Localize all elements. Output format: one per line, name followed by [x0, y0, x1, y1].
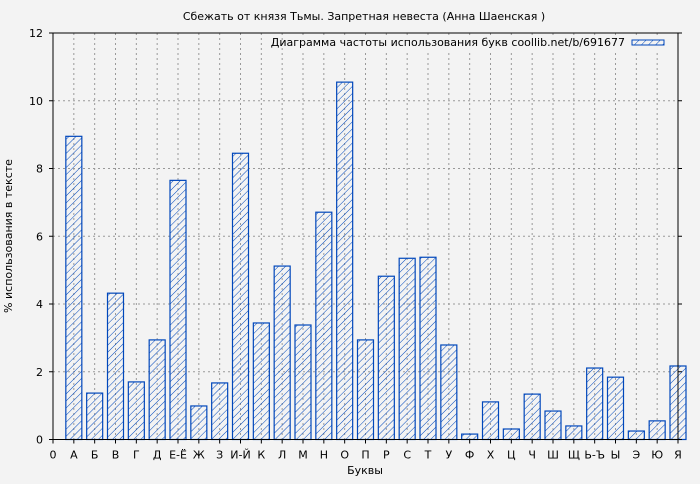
x-tick-label: Д	[153, 449, 162, 462]
x-tick-label: Ч	[528, 449, 536, 462]
x-tick-label: Ш	[547, 449, 559, 462]
x-tick-label: К	[257, 449, 265, 462]
x-tick-label: З	[216, 449, 223, 462]
bar-Н	[315, 211, 333, 441]
bar-Р	[377, 275, 395, 441]
x-tick-label: Ц	[507, 449, 516, 462]
x-tick-label: Г	[133, 449, 140, 462]
bar-Г	[127, 381, 145, 441]
bar-П	[356, 339, 375, 441]
bar-Ш	[544, 410, 562, 441]
bar-З	[211, 382, 229, 441]
x-tick-label: Э	[632, 449, 640, 462]
bar-О	[336, 81, 354, 441]
y-tick-label: 4	[36, 298, 43, 311]
legend-swatch	[631, 39, 665, 46]
y-tick-label: 2	[36, 366, 43, 379]
y-tick-label: 0	[36, 434, 43, 447]
x-tick-label: Л	[278, 449, 286, 462]
x-tick-label: Е-Ё	[169, 449, 187, 462]
y-tick-label: 12	[29, 27, 43, 40]
bar-Ы	[606, 376, 625, 441]
x-tick-label: Я	[674, 449, 682, 462]
bar-Л	[273, 265, 291, 441]
bar-Д	[148, 339, 166, 441]
bar-Ф	[461, 433, 479, 441]
x-tick-label: В	[112, 449, 120, 462]
x-tick-label: П	[361, 449, 369, 462]
x-tick-label: Ы	[611, 449, 621, 462]
x-axis-label: Буквы	[347, 464, 383, 477]
x-tick-label: М	[298, 449, 308, 462]
x-tick-label: Р	[383, 449, 390, 462]
chart-title: Сбежать от князя Тьмы. Запретная невеста…	[183, 10, 545, 23]
bar-Ю	[648, 420, 666, 441]
x-tick-label: Щ	[568, 449, 580, 462]
x-tick-label: Б	[91, 449, 99, 462]
x-tick-label: Ю	[651, 449, 663, 462]
x-tick-label: Ф	[465, 449, 474, 462]
x-tick-label: У	[445, 449, 452, 462]
x-tick-label: О	[340, 449, 349, 462]
x-tick-label: Х	[487, 449, 495, 462]
bar-К	[252, 322, 270, 441]
bar-И-Й	[231, 152, 250, 441]
x-tick-label: А	[70, 449, 78, 462]
legend-label: Диаграмма частоты использования букв coo…	[271, 36, 625, 49]
bar-У	[440, 344, 458, 441]
x-tick-label: С	[403, 449, 411, 462]
bar-В	[106, 292, 125, 441]
y-tick-label: 10	[29, 95, 43, 108]
bar-А	[65, 135, 83, 441]
bar-Е-Ё	[169, 179, 187, 441]
x-tick-label: 0	[50, 449, 57, 462]
bar-Ж	[190, 405, 208, 441]
y-axis-label: % использования в тексте	[2, 159, 15, 313]
x-tick-label: Т	[424, 449, 432, 462]
x-tick-label: Ь-Ъ	[584, 449, 605, 462]
bar-Б	[86, 392, 104, 441]
bar-Ц	[502, 428, 520, 441]
bar-Х	[481, 401, 500, 441]
bar-Э	[627, 430, 645, 441]
bar-Щ	[565, 425, 583, 441]
y-tick-label: 6	[36, 230, 43, 243]
x-tick-label: Ж	[193, 449, 205, 462]
bar-Ь-Ъ	[586, 367, 604, 441]
x-tick-label: Н	[320, 449, 328, 462]
bar-С	[398, 257, 416, 441]
x-tick-label: И-Й	[230, 449, 250, 462]
legend-background	[284, 36, 674, 50]
y-tick-label: 8	[36, 163, 43, 176]
bar-Ч	[523, 393, 541, 441]
bar-Т	[419, 256, 437, 441]
bar-М	[294, 324, 312, 441]
